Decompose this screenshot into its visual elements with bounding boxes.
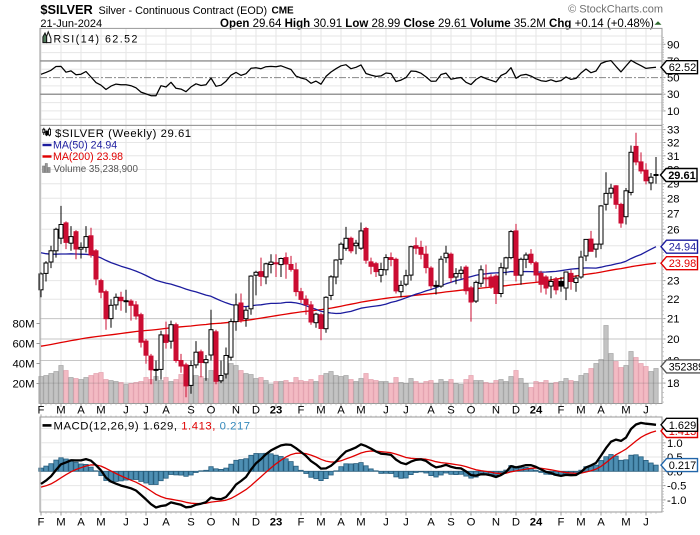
svg-text:29.61: 29.61 (668, 170, 696, 182)
svg-text:M: M (356, 516, 365, 528)
svg-text:62.52: 62.52 (669, 62, 697, 74)
svg-text:-1.0: -1.0 (667, 495, 686, 507)
svg-text:M: M (56, 404, 65, 416)
svg-text:F: F (38, 516, 45, 528)
svg-text:F: F (38, 404, 45, 416)
svg-text:Open 29.64 High 30.91 Low 28.9: Open 29.64 High 30.91 Low 28.99 Close 29… (220, 18, 654, 30)
svg-text:O: O (207, 516, 216, 528)
svg-text:CME: CME (272, 6, 295, 17)
svg-text:S: S (447, 404, 455, 416)
svg-text:M: M (316, 404, 325, 416)
svg-text:F: F (298, 404, 305, 416)
svg-text:N: N (232, 516, 240, 528)
svg-text:23: 23 (270, 516, 283, 528)
svg-text:M: M (621, 516, 630, 528)
svg-text:33: 33 (667, 125, 680, 137)
svg-text:20: 20 (667, 334, 680, 346)
svg-text:A: A (427, 516, 435, 528)
svg-text:$SILVER (Weekly) 29.61: $SILVER (Weekly) 29.61 (55, 128, 192, 140)
svg-text:M: M (316, 516, 325, 528)
svg-text:Silver - Continuous Contract (: Silver - Continuous Contract (EOD) (99, 5, 268, 17)
svg-text:22: 22 (667, 294, 680, 306)
svg-text:J: J (123, 516, 129, 528)
svg-text:S: S (187, 404, 195, 416)
svg-text:90: 90 (667, 39, 680, 51)
svg-text:M: M (576, 516, 585, 528)
svg-text:60M: 60M (13, 339, 35, 351)
svg-text:0.217: 0.217 (669, 460, 697, 472)
svg-text:$SILVER: $SILVER (40, 2, 92, 17)
svg-text:23: 23 (270, 404, 283, 416)
svg-text:J: J (643, 516, 649, 528)
svg-text:-0.5: -0.5 (667, 481, 686, 493)
svg-text:MA(200) 23.98: MA(200) 23.98 (53, 151, 123, 163)
svg-text:A: A (337, 404, 345, 416)
svg-text:31: 31 (667, 151, 680, 163)
svg-text:A: A (597, 516, 605, 528)
svg-text:A: A (337, 516, 345, 528)
svg-text:O: O (207, 404, 216, 416)
svg-text:1.629: 1.629 (669, 420, 697, 432)
svg-text:40M: 40M (13, 359, 35, 371)
svg-text:20M: 20M (13, 379, 35, 391)
svg-text:3523890: 3523890 (669, 361, 700, 373)
svg-text:F: F (558, 404, 565, 416)
svg-text:MACD(12,26,9) 1.629, 1.413, 0.: MACD(12,26,9) 1.629, 1.413, 0.217 (54, 420, 251, 432)
svg-text:MA(50) 24.94: MA(50) 24.94 (53, 140, 117, 152)
svg-text:J: J (143, 404, 149, 416)
svg-text:M: M (56, 516, 65, 528)
svg-text:M: M (621, 404, 630, 416)
svg-text:D: D (252, 516, 260, 528)
svg-text:10: 10 (667, 106, 680, 118)
svg-text:A: A (77, 404, 85, 416)
svg-text:N: N (492, 516, 500, 528)
svg-text:30: 30 (667, 89, 680, 101)
svg-text:J: J (143, 516, 149, 528)
svg-text:RSI(14) 62.52: RSI(14) 62.52 (54, 33, 139, 45)
svg-text:O: O (467, 516, 476, 528)
svg-text:24: 24 (530, 404, 543, 416)
svg-text:J: J (123, 404, 129, 416)
svg-text:M: M (356, 404, 365, 416)
svg-text:S: S (447, 516, 455, 528)
svg-text:J: J (383, 516, 389, 528)
svg-text:28: 28 (667, 193, 680, 205)
svg-text:A: A (427, 404, 435, 416)
svg-text:D: D (512, 404, 520, 416)
svg-text:32: 32 (667, 138, 680, 150)
svg-text:O: O (467, 404, 476, 416)
svg-text:J: J (403, 516, 409, 528)
svg-text:21-Jun-2024: 21-Jun-2024 (40, 18, 102, 30)
svg-text:A: A (162, 404, 170, 416)
svg-text:J: J (403, 404, 409, 416)
svg-text:J: J (383, 404, 389, 416)
svg-text:18: 18 (667, 378, 680, 390)
svg-text:23: 23 (667, 276, 680, 288)
svg-text:23.98: 23.98 (669, 258, 697, 270)
svg-text:A: A (162, 516, 170, 528)
svg-text:A: A (77, 516, 85, 528)
svg-text:J: J (643, 404, 649, 416)
svg-text:Volume 35,238,900: Volume 35,238,900 (54, 164, 139, 175)
svg-text:50: 50 (667, 73, 680, 85)
svg-text:A: A (597, 404, 605, 416)
svg-text:80M: 80M (13, 319, 35, 331)
svg-text:D: D (512, 516, 520, 528)
svg-text:M: M (96, 516, 105, 528)
svg-text:21: 21 (667, 314, 680, 326)
svg-text:26: 26 (667, 224, 680, 236)
svg-text:24: 24 (530, 516, 543, 528)
svg-text:F: F (298, 516, 305, 528)
svg-text:© StockCharts.com: © StockCharts.com (568, 3, 663, 15)
svg-text:N: N (492, 404, 500, 416)
svg-text:24.94: 24.94 (669, 242, 697, 254)
svg-text:F: F (558, 516, 565, 528)
svg-text:N: N (232, 404, 240, 416)
svg-text:M: M (576, 404, 585, 416)
svg-text:M: M (96, 404, 105, 416)
svg-text:1.0: 1.0 (667, 438, 683, 450)
svg-text:S: S (187, 516, 195, 528)
svg-text:D: D (252, 404, 260, 416)
svg-text:27: 27 (667, 209, 680, 221)
